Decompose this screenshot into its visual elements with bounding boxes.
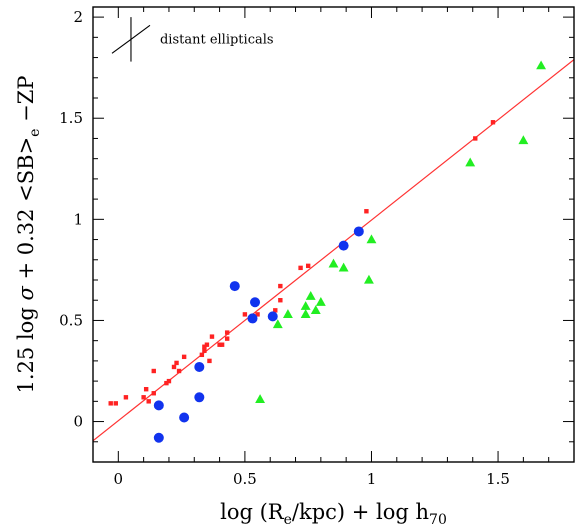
data-point-triangle xyxy=(300,301,311,310)
data-point-square xyxy=(171,364,177,370)
data-point-triangle xyxy=(315,297,326,306)
data-point-square xyxy=(207,358,212,364)
data-point-circle xyxy=(194,392,205,403)
data-point-circle xyxy=(153,432,164,443)
data-point-triangle xyxy=(305,290,316,300)
data-point-square xyxy=(255,312,260,317)
data-point-triangle xyxy=(364,274,374,284)
data-point-circle xyxy=(267,311,278,322)
data-point-square xyxy=(217,342,222,347)
data-point-square xyxy=(278,298,283,303)
data-point-circle xyxy=(229,281,240,292)
data-point-square xyxy=(199,352,205,358)
data-point-triangle xyxy=(465,157,476,167)
data-point-square xyxy=(181,354,187,360)
data-point-square xyxy=(164,380,169,386)
data-point-circle xyxy=(353,226,364,237)
data-point-triangle xyxy=(366,234,377,244)
data-point-square xyxy=(146,399,151,404)
data-point-square xyxy=(113,401,118,406)
data-point-square xyxy=(151,391,156,396)
data-point-square xyxy=(108,401,113,406)
x-tick-label: 1 xyxy=(367,470,377,488)
data-point-square xyxy=(166,378,172,384)
data-point-circle xyxy=(250,297,261,308)
data-point-square xyxy=(176,368,182,374)
data-point-circle xyxy=(194,361,205,372)
legend: distant ellipticals xyxy=(111,17,274,62)
data-point-square xyxy=(202,344,207,349)
data-point-square xyxy=(473,136,478,141)
data-point-square xyxy=(278,283,283,289)
data-point-square xyxy=(490,120,496,125)
data-point-triangle xyxy=(255,394,266,403)
data-point-triangle xyxy=(300,309,311,319)
data-point-triangle xyxy=(310,305,321,314)
data-point-square xyxy=(143,387,149,392)
y-axis-label: 1.25 log σ + 0.32 <SB>e −ZP xyxy=(14,76,43,394)
legend-label: distant ellipticals xyxy=(160,32,274,47)
data-point-square xyxy=(141,395,146,400)
y-tick-label: 0 xyxy=(73,413,83,431)
x-tick-label: 0.5 xyxy=(233,470,257,488)
y-tick-label: 1.5 xyxy=(59,109,83,127)
data-point-triangle xyxy=(328,258,339,268)
x-tick-label: 0 xyxy=(114,470,124,488)
data-point-square xyxy=(305,263,311,269)
data-point-square xyxy=(273,308,278,313)
axis-ticks: 0 0.5 1 1.5 0 0.5 1 1.5 2 xyxy=(59,7,575,488)
data-point-square xyxy=(151,368,156,374)
data-point-triangle xyxy=(338,262,349,272)
data-point-square xyxy=(204,342,210,347)
x-axis-label: log (Re/kpc) + log h70 xyxy=(220,500,447,528)
data-point-square xyxy=(224,330,230,335)
data-point-square xyxy=(242,312,248,317)
data-point-square xyxy=(174,360,179,366)
x-tick-label: 1.5 xyxy=(486,470,510,488)
data-point-square xyxy=(123,395,129,400)
data-point-circle xyxy=(338,240,349,251)
data-point-square xyxy=(209,334,215,339)
y-tick-label: 0.5 xyxy=(59,311,83,329)
data-point-square xyxy=(364,209,369,214)
data-point-triangle xyxy=(282,309,293,319)
data-point-circle xyxy=(247,313,258,324)
data-point-triangle xyxy=(272,319,283,329)
data-point-square xyxy=(202,348,207,353)
data-point-square xyxy=(224,336,230,341)
y-tick-label: 2 xyxy=(73,8,83,26)
plot-area xyxy=(93,59,574,443)
data-point-square xyxy=(219,342,225,347)
y-tick-label: 1 xyxy=(73,210,83,228)
data-point-triangle xyxy=(536,60,547,70)
data-point-circle xyxy=(179,412,190,423)
data-point-square xyxy=(298,265,303,271)
data-point-triangle xyxy=(518,135,529,145)
plot-frame xyxy=(92,6,575,463)
data-point-circle xyxy=(153,400,164,411)
